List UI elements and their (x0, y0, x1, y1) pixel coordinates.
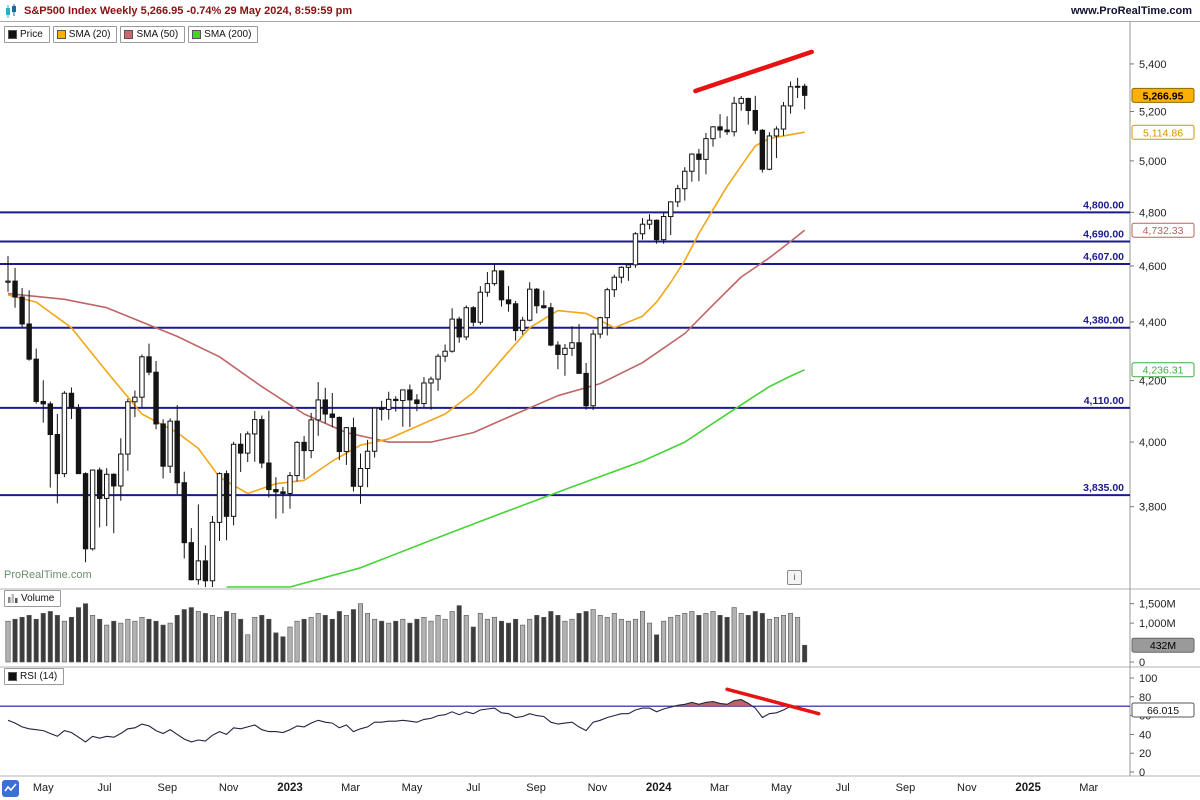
watermark: ProRealTime.com (4, 569, 92, 581)
svg-text:4,600: 4,600 (1139, 261, 1167, 273)
legend-sma50-chip[interactable]: SMA (50) (120, 26, 186, 43)
svg-text:May: May (33, 782, 54, 794)
svg-text:4,732.33: 4,732.33 (1143, 225, 1184, 237)
svg-text:Sep: Sep (526, 782, 546, 794)
svg-text:2024: 2024 (646, 782, 672, 794)
svg-text:Nov: Nov (219, 782, 239, 794)
svg-text:Mar: Mar (710, 782, 729, 794)
svg-text:5,200: 5,200 (1139, 106, 1167, 118)
svg-text:Mar: Mar (1079, 782, 1098, 794)
svg-text:4,200: 4,200 (1139, 376, 1167, 388)
svg-text:4,400: 4,400 (1139, 317, 1167, 329)
hline-label: 4,380.00 (1083, 315, 1124, 327)
app-logo-icon (4, 3, 18, 19)
candlesticks (5, 77, 808, 587)
svg-text:5,400: 5,400 (1139, 59, 1167, 71)
svg-text:5,114.86: 5,114.86 (1143, 127, 1183, 139)
svg-text:4,000: 4,000 (1139, 437, 1167, 449)
svg-text:4,236.31: 4,236.31 (1143, 365, 1184, 377)
price-axis-ticks: 5,400 5,200 5,000 4,800 4,600 4,400 4,200 4,000… (1130, 59, 1167, 514)
volume-axis-ticks: 1,500M 1,000M 0 (1130, 599, 1176, 669)
hline-label: 4,607.00 (1083, 251, 1124, 263)
svg-text:Nov: Nov (957, 782, 977, 794)
svg-text:20: 20 (1139, 748, 1151, 760)
svg-text:4,800: 4,800 (1139, 207, 1167, 219)
rsi-trendline[interactable] (725, 687, 821, 716)
legend-price-label: Price (20, 29, 43, 40)
svg-text:1,500M: 1,500M (1139, 599, 1176, 611)
x-axis-labels: May Jul Sep Nov 2023 Mar May Jul Sep Nov 2024 Mar Ma… (33, 782, 1099, 794)
sma200-line (226, 369, 805, 588)
price-icon (8, 30, 17, 39)
price-value-badge: 5,114.86 (1131, 124, 1195, 140)
hline-label: 4,110.00 (1084, 395, 1124, 407)
price-value-badge: 5,266.95 (1131, 87, 1195, 103)
rsi-legend-label: RSI (14) (20, 671, 58, 682)
info-icon[interactable]: i (787, 570, 802, 585)
price-value-badge: 4,236.31 (1131, 362, 1195, 378)
price-pane-legend: Price SMA (20) SMA (50) SMA (200) (4, 26, 259, 43)
titlebar: S&P500 Index Weekly 5,266.95 -0.74% 29 M… (0, 0, 1200, 22)
sma20-swatch-icon (56, 30, 66, 39)
svg-text:5,000: 5,000 (1139, 156, 1167, 168)
sma50-swatch-icon (124, 30, 134, 39)
volume-legend-label: Volume (21, 593, 55, 604)
svg-text:Jul: Jul (836, 782, 850, 794)
svg-text:100: 100 (1139, 673, 1157, 685)
rsi-value-badge: 66.015 (1131, 702, 1195, 718)
svg-text:0: 0 (1139, 657, 1145, 669)
sma20-line (7, 131, 805, 495)
sma200-swatch-icon (192, 30, 202, 39)
rsi-line (7, 699, 805, 743)
hline-label: 3,835.00 (1083, 482, 1124, 494)
volume-bars (5, 603, 808, 663)
legend-sma20-label: SMA (20) (68, 29, 111, 40)
svg-text:66.015: 66.015 (1147, 705, 1179, 717)
svg-text:40: 40 (1139, 729, 1151, 741)
svg-text:5,266.95: 5,266.95 (1143, 90, 1184, 102)
svg-text:80: 80 (1139, 692, 1151, 704)
chart-title: S&P500 Index Weekly 5,266.95 -0.74% 29 M… (24, 4, 353, 17)
svg-text:Jul: Jul (466, 782, 480, 794)
volume-value-badge: 432M (1131, 637, 1195, 653)
svg-text:May: May (402, 782, 423, 794)
legend-sma50-label: SMA (50) (136, 29, 179, 40)
volume-legend-chip[interactable]: Volume (4, 590, 62, 607)
svg-text:2025: 2025 (1015, 782, 1041, 794)
rsi-axis-ticks: 100806040200 (1130, 673, 1157, 779)
legend-sma20-chip[interactable]: SMA (20) (52, 26, 118, 43)
hline-label: 4,690.00 (1083, 229, 1124, 241)
price-value-badge: 4,732.33 (1131, 222, 1195, 238)
hline-label: 4,800.00 (1083, 199, 1124, 211)
sma50-line (7, 229, 806, 443)
svg-text:2023: 2023 (277, 782, 303, 794)
support-resistance-lines[interactable]: 4,800.00 4,690.00 4,607.00 4,380.00 4,110.00… (0, 199, 1130, 497)
rsi-icon (8, 672, 17, 681)
svg-text:1,000M: 1,000M (1139, 618, 1176, 630)
svg-text:0: 0 (1139, 767, 1145, 779)
rsi-legend-chip[interactable]: RSI (14) (4, 668, 65, 685)
svg-text:Nov: Nov (588, 782, 608, 794)
legend-sma200-chip[interactable]: SMA (200) (188, 26, 259, 43)
svg-text:Sep: Sep (896, 782, 916, 794)
svg-text:May: May (771, 782, 792, 794)
legend-price-chip[interactable]: Price (4, 26, 50, 43)
svg-text:Sep: Sep (158, 782, 178, 794)
volume-bars-icon (8, 594, 18, 603)
svg-text:3,800: 3,800 (1139, 502, 1167, 514)
svg-text:Mar: Mar (341, 782, 360, 794)
prorealtime-link[interactable]: www.ProRealTime.com (1070, 4, 1192, 17)
legend-sma200-label: SMA (200) (204, 29, 252, 40)
svg-text:432M: 432M (1150, 640, 1176, 652)
svg-text:Jul: Jul (98, 782, 112, 794)
bottom-left-logo-icon (2, 780, 19, 797)
rsi-overbought-fill (674, 699, 753, 707)
price-trendline[interactable] (693, 49, 814, 94)
